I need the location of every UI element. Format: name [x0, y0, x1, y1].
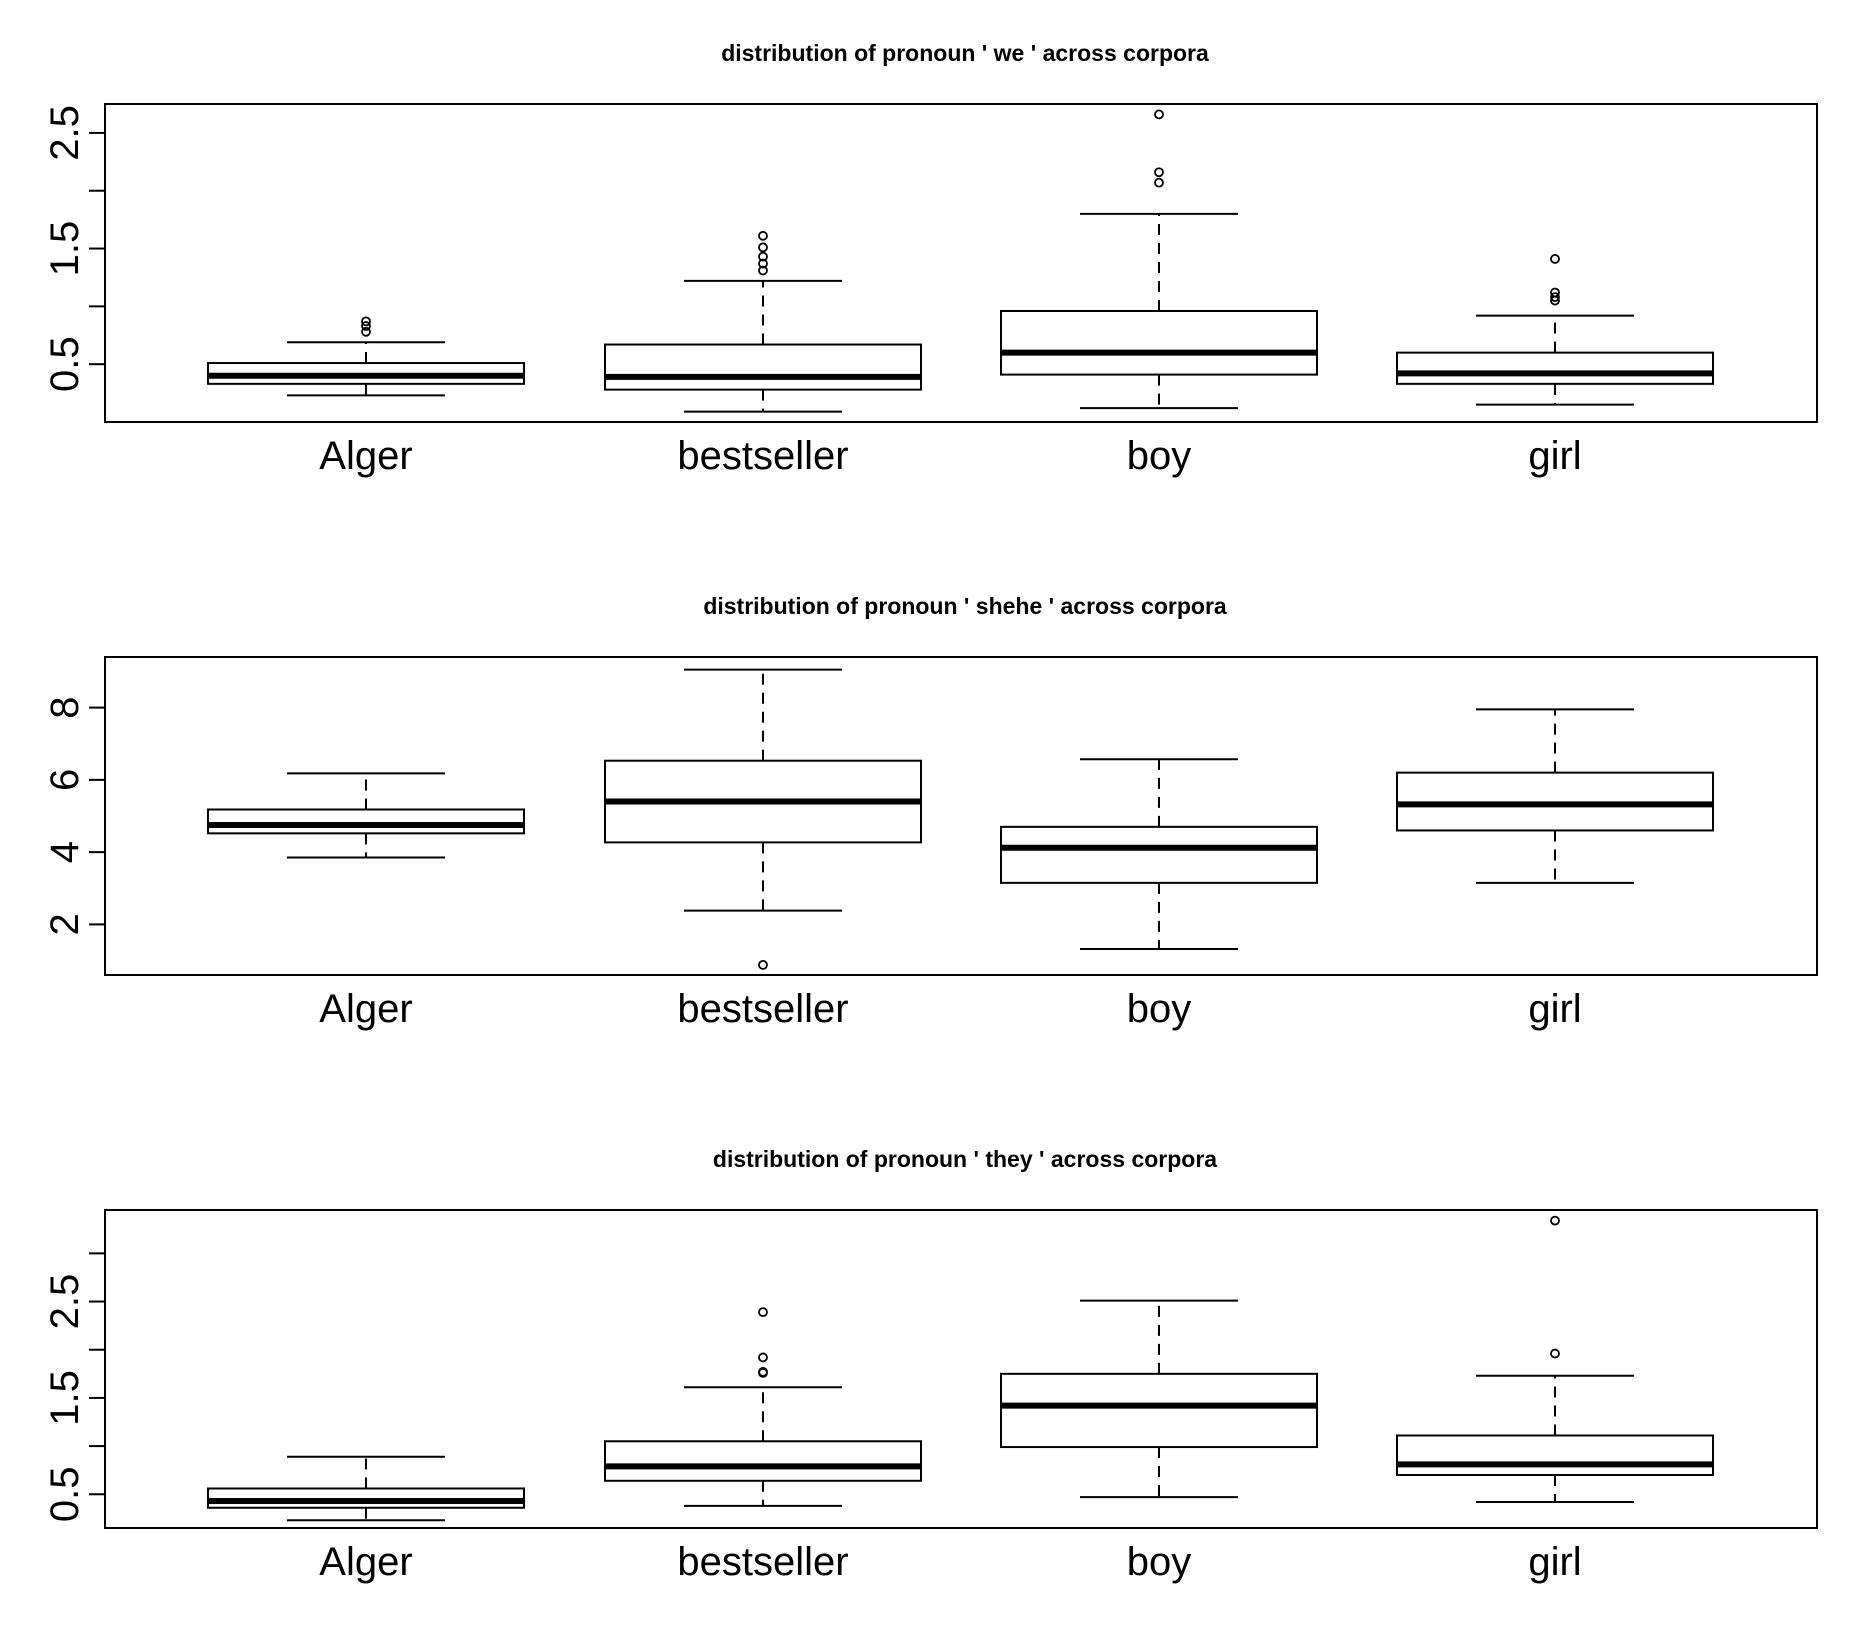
y-tick-label: 1.5 [43, 1370, 87, 1426]
outlier-point [1550, 292, 1560, 303]
y-tick-label: 1.5 [43, 221, 87, 277]
outlier-point [1154, 167, 1164, 178]
iqr-box [1396, 351, 1714, 385]
y-axis: 2 4 6 8 [43, 696, 105, 936]
outlier-point [758, 1307, 768, 1318]
x-tick-label: bestseller [677, 987, 848, 1031]
box-girl [1396, 1215, 1714, 1503]
x-tick-label: girl [1528, 1540, 1581, 1584]
iqr-box [1396, 1434, 1714, 1477]
outlier-point [1550, 254, 1560, 264]
outlier-point [758, 959, 768, 970]
outlier-point [1550, 1348, 1560, 1359]
y-tick-label: 2.5 [43, 105, 87, 161]
plot-frame [104, 1209, 1818, 1529]
outlier-point [361, 316, 371, 327]
x-tick-label: Alger [319, 987, 412, 1031]
iqr-box [604, 343, 922, 391]
box-bestseller [604, 230, 922, 413]
outlier-point [758, 251, 768, 262]
y-tick-label: 4 [43, 841, 87, 863]
outlier-point [758, 230, 768, 241]
outlier-point [361, 326, 371, 337]
box-Alger [207, 772, 525, 859]
y-tick-label: 6 [43, 769, 87, 791]
outlier-point [1550, 287, 1560, 298]
outlier-point [1154, 109, 1164, 120]
outlier-point [758, 1352, 768, 1363]
x-tick-label: bestseller [677, 434, 848, 478]
plot-frame [104, 103, 1818, 423]
box-Alger [207, 316, 525, 397]
chart-title: distribution of pronoun ' they ' across … [713, 1146, 1217, 1172]
box-girl [1396, 254, 1714, 406]
outlier-point [758, 1366, 768, 1377]
iqr-box [1000, 825, 1318, 884]
box-bestseller [604, 668, 922, 970]
iqr-box [1000, 309, 1318, 376]
box-boy [1000, 1299, 1318, 1499]
outlier-point [1154, 177, 1164, 188]
plot-frame [104, 656, 1818, 976]
box-Alger [207, 1455, 525, 1522]
y-tick-label: 2.5 [43, 1274, 87, 1330]
panel-they: distribution of pronoun ' they ' across … [43, 1146, 1818, 1584]
y-axis: 0.5 1.5 2.5 [43, 1252, 105, 1522]
iqr-box [1000, 1372, 1318, 1449]
box-boy [1000, 109, 1318, 410]
outlier-point [361, 321, 371, 331]
panel-shehe: distribution of pronoun ' shehe ' across… [43, 593, 1818, 1031]
iqr-box [207, 808, 525, 835]
y-tick-label: 2 [43, 913, 87, 935]
y-tick-label: 8 [43, 696, 87, 718]
chart-title: distribution of pronoun ' shehe ' across… [703, 593, 1227, 619]
chart-title: distribution of pronoun ' we ' across co… [721, 40, 1209, 66]
panel-we: distribution of pronoun ' we ' across co… [43, 40, 1818, 478]
outlier-point [1550, 1215, 1560, 1226]
box-girl [1396, 708, 1714, 884]
iqr-box [604, 1440, 922, 1482]
x-tick-label: boy [1127, 434, 1192, 478]
outlier-point [758, 258, 768, 269]
x-tick-label: boy [1127, 1540, 1192, 1584]
box-boy [1000, 758, 1318, 950]
x-tick-label: bestseller [677, 1540, 848, 1584]
x-tick-label: boy [1127, 987, 1192, 1031]
box-bestseller [604, 1307, 922, 1507]
x-tick-label: girl [1528, 434, 1581, 478]
y-tick-label: 0.5 [43, 1466, 87, 1522]
outlier-point [758, 242, 768, 253]
y-axis: 0.5 1.5 2.5 [43, 105, 105, 392]
outlier-point [758, 265, 768, 276]
x-tick-label: Alger [319, 434, 412, 478]
y-tick-label: 0.5 [43, 336, 87, 392]
x-tick-label: Alger [319, 1540, 412, 1584]
x-tick-label: girl [1528, 987, 1581, 1031]
